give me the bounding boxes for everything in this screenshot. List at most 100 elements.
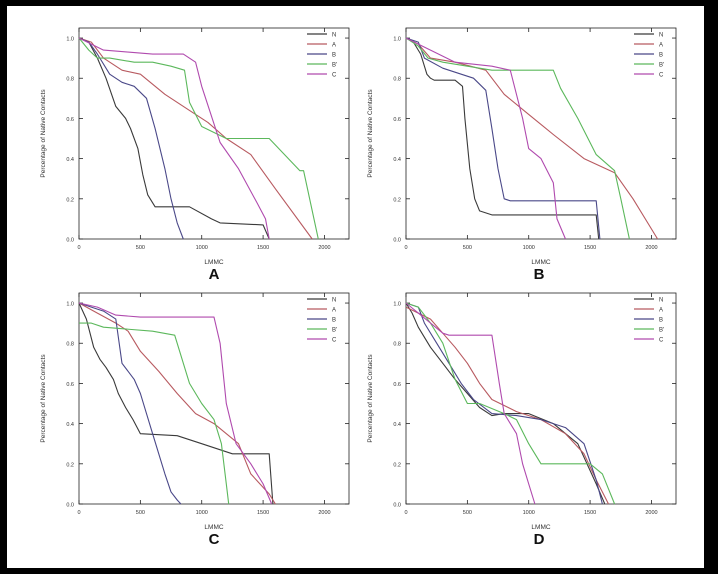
x-tick-label: 0: [77, 510, 80, 516]
legend-label-a: A: [332, 43, 336, 49]
y-axis-label: Percentage of Native Contacts: [367, 354, 374, 443]
series-line-a: [78, 302, 276, 505]
y-tick-label: 0.2: [66, 197, 74, 203]
y-tick-label: 0.4: [66, 157, 74, 163]
y-tick-label: 0.0: [393, 503, 401, 509]
x-tick-label: 2000: [645, 510, 657, 516]
x-tick-label: 500: [463, 510, 472, 516]
series-line-b-prime: [79, 322, 230, 505]
x-tick-label: 2000: [645, 245, 657, 251]
plot-frame: [405, 27, 677, 240]
y-tick-label: 0.4: [393, 157, 401, 163]
series-line-c: [405, 37, 567, 240]
legend-label-a: A: [332, 308, 336, 314]
x-tick-label: 0: [404, 510, 407, 516]
x-tick-label: 2000: [318, 510, 330, 516]
x-tick-label: 0: [77, 245, 80, 251]
y-axis-label: Percentage of Native Contacts: [367, 89, 374, 178]
legend-label-c: C: [332, 73, 337, 79]
x-tick-label: 1000: [196, 245, 208, 251]
y-tick-label: 0.4: [66, 422, 74, 428]
chart-a-svg: 0.0 0.2 0.4 0.6 0.8 1.0 0 500 1000 1500 2000 LMMC Pe…: [40, 27, 350, 266]
x-tick-label: 2000: [318, 245, 330, 251]
x-axis-label: LMMC: [531, 259, 550, 266]
y-tick-label: 0.6: [66, 117, 74, 123]
legend-label-b-prime: B': [332, 328, 337, 334]
panel-label-b: B: [533, 266, 545, 283]
y-axis-label: Percentage of Native Contacts: [40, 89, 47, 178]
chart-c-svg: 0.0 0.2 0.4 0.6 0.8 1.0 0 500 1000 1500 2000 LMMC Pe…: [40, 292, 350, 531]
y-tick-label: 0.6: [393, 117, 401, 123]
y-tick-label: 0.2: [393, 462, 401, 468]
series-line-b: [405, 302, 603, 505]
y-tick-label: 0.8: [393, 77, 401, 83]
y-tick-label: 0.2: [393, 197, 401, 203]
figure: 0.0 0.2 0.4 0.6 0.8 1.0 0 500 1000 1500 2000 LMMC Pe…: [7, 6, 704, 568]
y-tick-label: 0.4: [393, 422, 401, 428]
legend-label-b: B: [659, 53, 663, 59]
y-tick-label: 0.8: [393, 342, 401, 348]
x-tick-label: 1000: [196, 510, 208, 516]
y-tick-label: 0.6: [66, 382, 74, 388]
x-tick-label: 0: [404, 245, 407, 251]
series-line-n: [78, 302, 274, 505]
series-line-b: [405, 37, 601, 240]
y-tick-label: 1.0: [393, 37, 401, 43]
legend-label-c: C: [659, 338, 664, 344]
series-line-b: [78, 37, 184, 240]
x-tick-label: 1500: [257, 510, 269, 516]
x-axis-label: LMMC: [531, 524, 550, 531]
series-line-n: [78, 37, 270, 240]
series-line-c: [405, 302, 536, 505]
x-axis-label: LMMC: [204, 524, 223, 531]
x-tick-label: 1500: [584, 245, 596, 251]
chart-panel-c: 0.0 0.2 0.4 0.6 0.8 1.0 0 500 1000 1500 2000 LMMC Pe…: [25, 283, 355, 531]
chart-panel-a: 0.0 0.2 0.4 0.6 0.8 1.0 0 500 1000 1500 2000 LMMC Pe…: [25, 18, 355, 266]
x-tick-label: 500: [463, 245, 472, 251]
series-line-n: [405, 302, 606, 505]
series-line-a: [405, 306, 609, 505]
x-tick-label: 1500: [584, 510, 596, 516]
legend-label-b-prime: B': [332, 63, 337, 69]
y-tick-label: 0.2: [66, 462, 74, 468]
y-tick-label: 0.0: [66, 503, 74, 509]
legend-label-b: B: [332, 53, 336, 59]
legend-label-a: A: [659, 308, 663, 314]
series-line-c: [78, 37, 270, 240]
x-axis-label: LMMC: [204, 259, 223, 266]
legend-label-c: C: [659, 73, 664, 79]
x-tick-label: 500: [136, 245, 145, 251]
legend-label-n: N: [659, 298, 663, 304]
x-tick-label: 500: [136, 510, 145, 516]
legend-label-b-prime: B': [659, 328, 664, 334]
legend-label-b: B: [332, 318, 336, 324]
y-tick-label: 1.0: [66, 37, 74, 43]
chart-d-svg: 0.0 0.2 0.4 0.6 0.8 1.0 0 500 1000 1500 2000 LMMC Pe…: [367, 292, 677, 531]
y-tick-label: 1.0: [66, 302, 74, 308]
legend-label-b: B: [659, 318, 663, 324]
legend-label-n: N: [659, 33, 663, 39]
y-tick-label: 0.8: [66, 342, 74, 348]
panel-label-a: A: [208, 266, 220, 283]
panel-label-d: D: [533, 531, 545, 548]
plot-frame: [78, 27, 350, 240]
series-line-a: [78, 37, 313, 240]
series-line-c: [78, 302, 273, 505]
x-tick-label: 1000: [523, 510, 535, 516]
panel-label-c: C: [208, 531, 220, 548]
chart-panel-d: 0.0 0.2 0.4 0.6 0.8 1.0 0 500 1000 1500 2000 LMMC Pe…: [352, 283, 682, 531]
series-line-b: [78, 302, 182, 505]
y-tick-label: 0.0: [66, 238, 74, 244]
series-line-b-prime: [405, 37, 630, 240]
series-line-b-prime: [78, 37, 319, 240]
y-tick-label: 0.6: [393, 382, 401, 388]
plot-frame: [78, 292, 350, 505]
legend-label-c: C: [332, 338, 337, 344]
series-line-b-prime: [405, 302, 616, 505]
chart-panel-b: 0.0 0.2 0.4 0.6 0.8 1.0 0 500 1000 1500 2000 LMMC Pe…: [352, 18, 682, 266]
plot-frame: [405, 292, 677, 505]
y-tick-label: 0.8: [66, 77, 74, 83]
chart-b-svg: 0.0 0.2 0.4 0.6 0.8 1.0 0 500 1000 1500 2000 LMMC Pe…: [367, 27, 677, 266]
y-tick-label: 1.0: [393, 302, 401, 308]
legend-label-n: N: [332, 33, 336, 39]
